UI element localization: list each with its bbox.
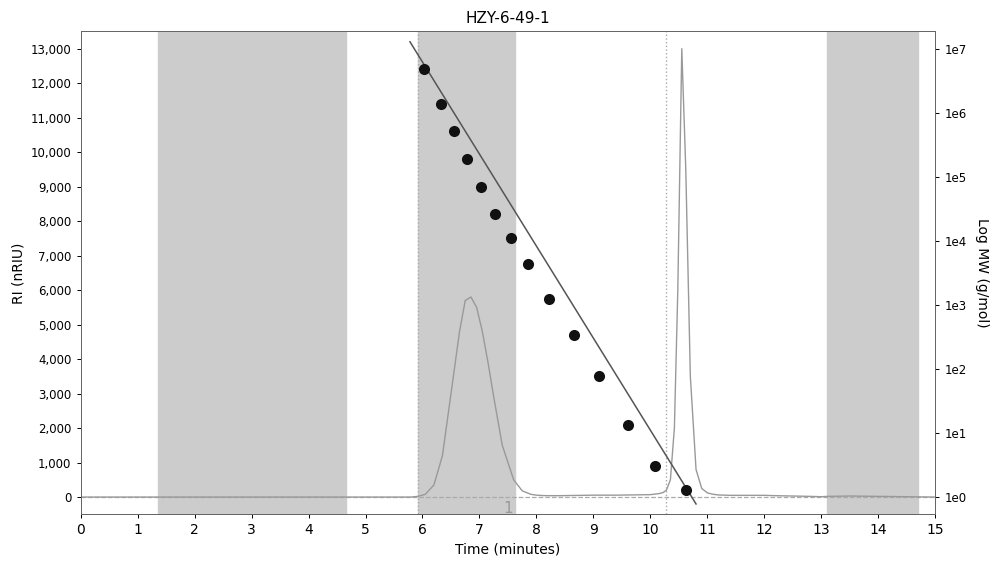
Text: 1: 1 (503, 501, 513, 516)
Y-axis label: RI (nRIU): RI (nRIU) (11, 242, 25, 303)
Bar (418, 31, 515, 514)
Y-axis label: Log MW (g/mol): Log MW (g/mol) (975, 218, 989, 328)
Bar (827, 31, 918, 514)
X-axis label: Time (minutes): Time (minutes) (455, 543, 561, 557)
Title: HZY-6-49-1: HZY-6-49-1 (466, 11, 550, 26)
Bar (158, 31, 346, 514)
